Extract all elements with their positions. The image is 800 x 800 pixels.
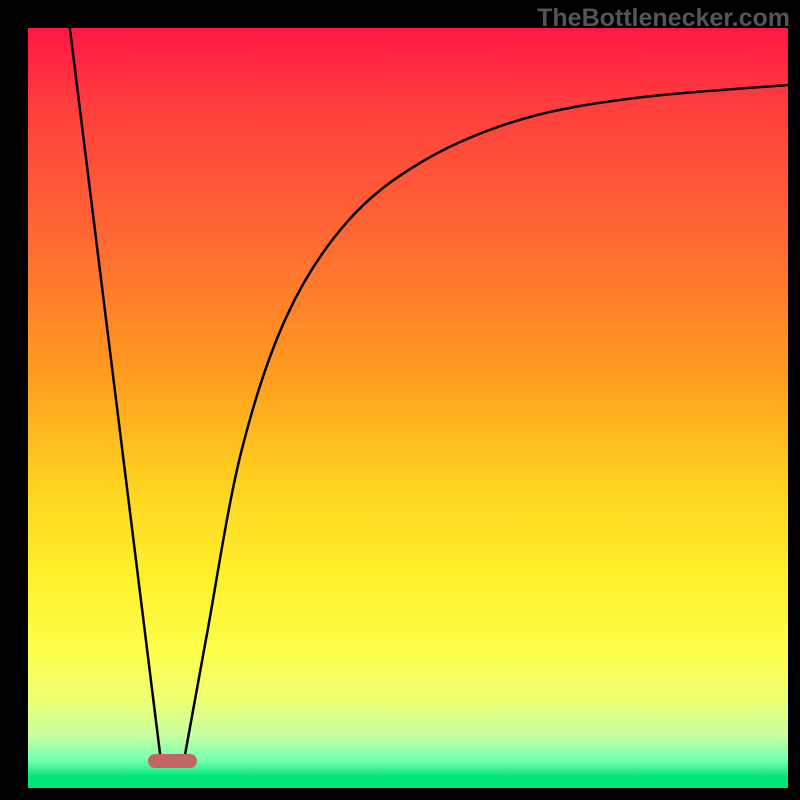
plot-area [28,28,788,788]
plot-svg [28,28,788,788]
chart-container: { "watermark": { "text": "TheBottlenecke… [0,0,800,800]
gradient-background [28,28,788,788]
bottleneck-marker [148,754,197,768]
watermark-text: TheBottlenecker.com [537,4,790,33]
